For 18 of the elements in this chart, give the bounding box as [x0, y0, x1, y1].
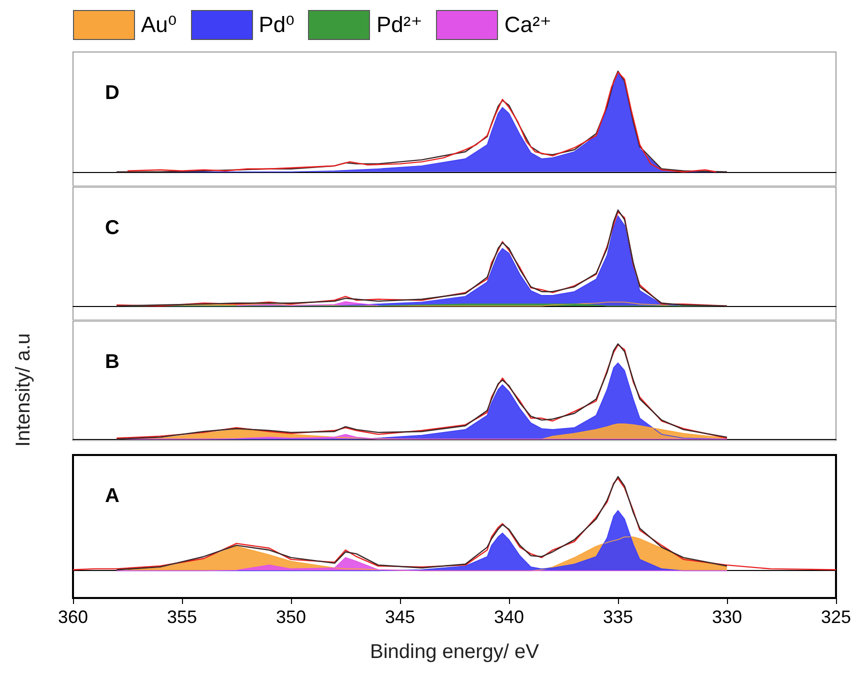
chart-title: A — [105, 485, 120, 507]
legend-label: Au⁰ — [141, 12, 177, 38]
x-tick-label: 325 — [820, 607, 852, 627]
chart-title: C — [105, 217, 120, 239]
chart-title: B — [105, 351, 120, 373]
x-tick-label: 360 — [58, 607, 88, 627]
legend-label: Pd⁰ — [258, 12, 294, 38]
x-tick-label: 350 — [276, 607, 306, 627]
x-tick-label: 345 — [384, 607, 416, 627]
y-axis-title: Intensity/ a.u — [12, 333, 36, 447]
legend-label: Pd²⁺ — [376, 12, 422, 38]
x-tick-label: 335 — [602, 607, 634, 627]
legend-label: Ca²⁺ — [504, 12, 552, 38]
text: D — [105, 82, 120, 104]
x-tick-label: 355 — [166, 607, 198, 627]
x-tick-label: 340 — [494, 607, 524, 627]
x-axis-title: Binding energy/ eV — [370, 641, 540, 663]
x-tick-label: 330 — [712, 607, 742, 627]
